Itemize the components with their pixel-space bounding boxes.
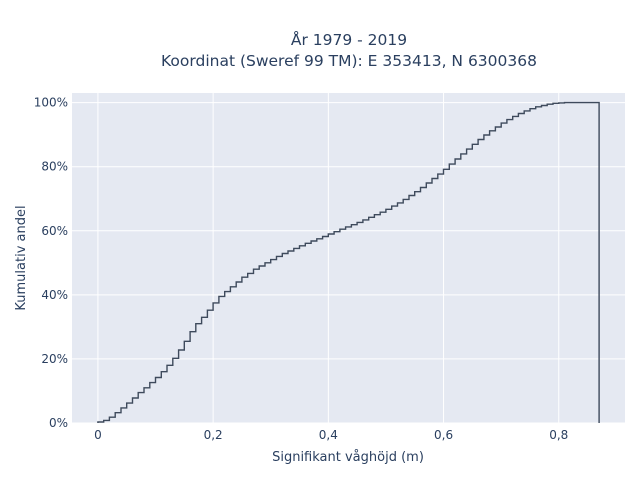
x-tick-label: 0,2 — [204, 428, 223, 442]
series-layer — [97, 101, 600, 423]
y-tick-label: 40% — [41, 288, 68, 302]
x-axis-title: Signifikant våghöjd (m) — [272, 450, 424, 465]
y-axis-ticks: 0% 20% 40% 60% 80% 100% — [34, 96, 68, 430]
x-tick-label: 0,8 — [549, 428, 568, 442]
y-tick-label: 100% — [34, 96, 68, 110]
y-tick-label: 0% — [49, 416, 68, 430]
y-tick-label: 20% — [41, 352, 68, 366]
x-tick-label: 0,6 — [434, 428, 453, 442]
y-tick-label: 80% — [41, 160, 68, 174]
y-tick-label: 60% — [41, 224, 68, 238]
gridlines — [72, 93, 625, 424]
cumulative-step-line — [97, 101, 600, 423]
plot-area — [72, 93, 625, 423]
x-tick-label: 0 — [94, 428, 102, 442]
y-axis-title: Kumulativ andel — [14, 205, 29, 310]
x-tick-label: 0,4 — [319, 428, 338, 442]
x-axis-ticks: 0 0,2 0,4 0,6 0,8 — [94, 428, 568, 442]
chart-title: År 1979 - 2019 — [291, 30, 407, 49]
chart-subtitle: Koordinat (Sweref 99 TM): E 353413, N 63… — [161, 52, 537, 70]
